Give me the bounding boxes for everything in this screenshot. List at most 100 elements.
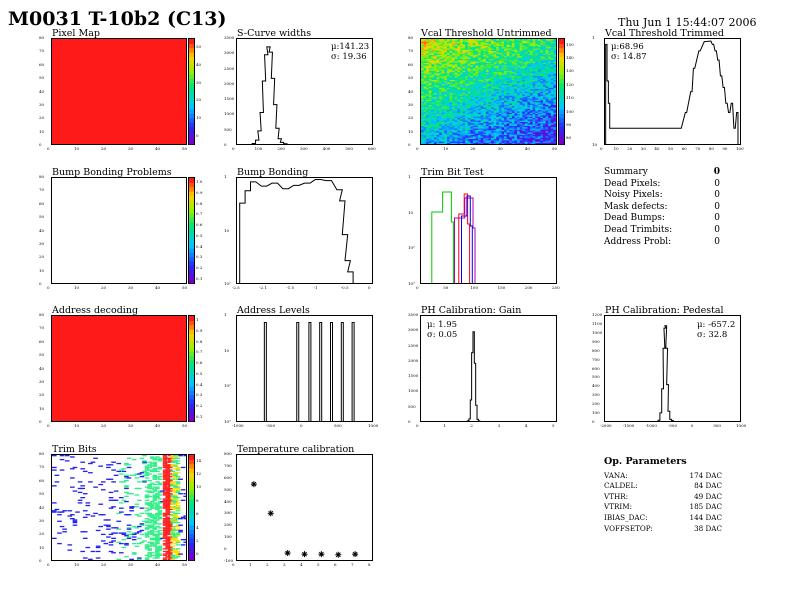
heatmap-cell [548, 92, 552, 95]
heatmap-cell [433, 99, 437, 101]
heatmap-cell [517, 67, 520, 70]
heatmap-cell [441, 66, 445, 69]
heatmap-cell [475, 120, 479, 122]
heatmap-cell [553, 107, 556, 109]
heatmap-cell [506, 100, 510, 103]
heatmap-cell [511, 48, 515, 50]
heatmap-cell [439, 111, 443, 113]
heatmap-cell [111, 481, 116, 483]
heatmap-cell [496, 132, 500, 134]
heatmap-cell [431, 103, 435, 105]
heatmap-cell [436, 91, 440, 94]
heatmap-cell [532, 124, 536, 126]
heatmap-cell [147, 527, 152, 529]
heatmap-cell [498, 103, 502, 105]
heatmap-cell [488, 134, 492, 137]
heatmap-cell [446, 111, 450, 113]
heatmap-cell [421, 74, 424, 77]
heatmap-cell [157, 532, 163, 534]
heatmap-cell [470, 92, 474, 95]
heatmap-cell [550, 73, 554, 75]
heatmap-cell [446, 129, 450, 132]
heatmap-cell [457, 133, 461, 136]
heatmap-cell [511, 87, 515, 90]
heatmap-cell [444, 105, 448, 108]
heatmap-cell [485, 105, 489, 108]
heatmap-cell [106, 464, 111, 466]
heatmap-cell [493, 95, 497, 98]
heatmap-cell [446, 75, 450, 78]
heatmap-cell [475, 107, 479, 109]
heatmap-cell [501, 136, 505, 138]
heatmap-cell [433, 129, 437, 132]
heatmap-cell [421, 63, 424, 66]
heatmap-cell [475, 52, 479, 54]
heatmap-cell [537, 79, 541, 82]
heatmap-cell [459, 126, 463, 129]
heatmap-cell [116, 558, 122, 560]
heatmap-cell [522, 79, 526, 82]
heatmap-cell [485, 96, 489, 99]
heatmap-cell [491, 83, 494, 86]
heatmap-cell [428, 62, 432, 65]
heatmap-cell [478, 95, 482, 98]
heatmap-cell [441, 91, 445, 94]
heatmap-cell [465, 70, 469, 73]
heatmap-cell [421, 41, 424, 44]
heatmap-cell [488, 108, 492, 111]
heatmap-cell [433, 105, 437, 108]
heatmap-cell [162, 455, 168, 457]
heatmap-cell [162, 519, 168, 521]
heatmap-cell [488, 46, 492, 49]
heatmap-cell [431, 102, 435, 104]
heatmap-cell [106, 519, 111, 521]
heatmap-cell [165, 553, 171, 555]
heatmap-cell [527, 60, 531, 62]
heatmap-cell [550, 81, 554, 83]
heatmap-cell [519, 71, 523, 74]
heatmap-cell [155, 458, 160, 461]
heatmap-cell [439, 92, 443, 95]
heatmap-cell [162, 531, 168, 533]
heatmap-cell [157, 516, 163, 518]
heatmap-cell [504, 128, 507, 130]
heatmap-cell [553, 74, 556, 77]
heatmap-cell [524, 54, 528, 57]
heatmap-cell [530, 124, 533, 126]
heatmap-cell [472, 54, 476, 57]
heatmap-cell [149, 539, 155, 541]
heatmap-cell [480, 73, 484, 75]
heatmap-cell [465, 87, 469, 90]
heatmap-cell [511, 62, 515, 65]
plot-canvas [263, 321, 355, 421]
heatmap-cell [524, 112, 528, 115]
heatmap-cell [496, 103, 500, 105]
heatmap-cell [155, 542, 160, 545]
heatmap-cell [537, 67, 541, 70]
heatmap-cell [82, 537, 88, 539]
heatmap-cell [540, 56, 544, 58]
heatmap-cell [470, 45, 474, 48]
heatmap-cell [139, 507, 145, 509]
heatmap-cell [478, 63, 482, 66]
heatmap-cell [149, 504, 155, 507]
heatmap-cell [454, 105, 458, 108]
heatmap-cell [454, 140, 458, 142]
heatmap-cell [457, 96, 461, 99]
heatmap-cell [483, 53, 487, 56]
heatmap-cell [129, 510, 134, 512]
heatmap-cell [441, 126, 445, 129]
heatmap-cell [142, 474, 147, 476]
heatmap-cell [548, 71, 552, 74]
heatmap-cell [553, 94, 556, 96]
heatmap-cell [517, 140, 520, 142]
heatmap-cell [519, 112, 523, 115]
heatmap-cell [535, 73, 539, 75]
heatmap-cell [470, 105, 474, 108]
heatmap-cell [550, 69, 554, 71]
heatmap-cell [428, 40, 432, 42]
heatmap-cell [550, 132, 554, 134]
heatmap-cell [457, 99, 461, 101]
heatmap-cell [509, 100, 513, 103]
plot-canvas [189, 178, 194, 284]
